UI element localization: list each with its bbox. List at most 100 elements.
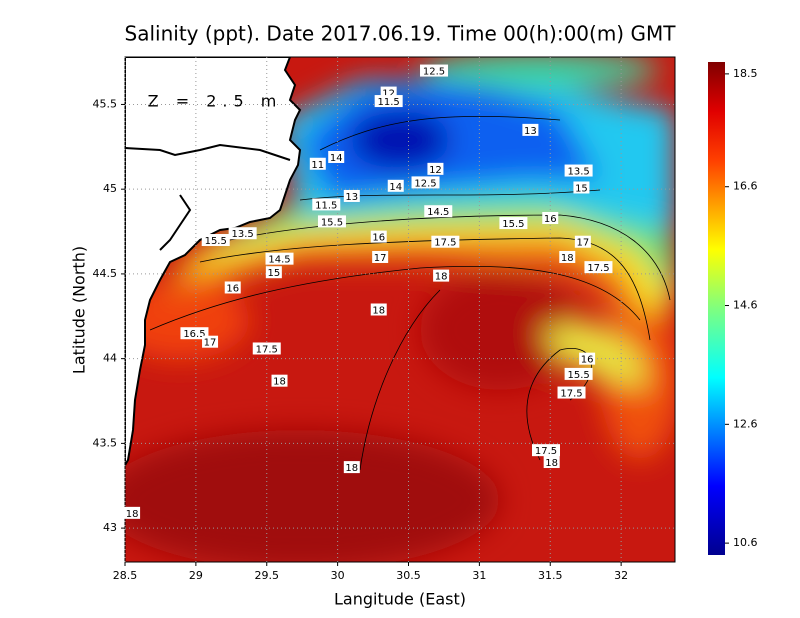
contour-label: 17.5 xyxy=(560,389,582,400)
colorbar xyxy=(708,62,725,555)
contour-label-box xyxy=(542,211,559,224)
contour-label: 11 xyxy=(311,160,324,171)
contour-label-box xyxy=(328,150,345,163)
contour-label-box xyxy=(584,261,613,274)
land xyxy=(125,57,302,467)
contour-label: 17 xyxy=(374,253,387,264)
contour-label: 18 xyxy=(273,377,286,388)
contour-label: 17 xyxy=(204,338,217,349)
x-tick-label: 30 xyxy=(331,569,345,582)
contour-label: 15.5 xyxy=(567,370,589,381)
contour-label: 18 xyxy=(561,253,574,264)
contour-label-box xyxy=(343,461,360,474)
contour-label-box xyxy=(573,181,590,194)
contour-label: 11.5 xyxy=(378,97,400,108)
y-tick-label: 43.5 xyxy=(93,436,118,449)
x-tick-label: 31.5 xyxy=(538,569,563,582)
contour-label: 15.5 xyxy=(502,219,524,230)
contour-label: 13 xyxy=(524,126,537,137)
contour-label: 18 xyxy=(372,306,385,317)
contour-label: 15 xyxy=(267,268,280,279)
contour-label-box xyxy=(317,215,346,228)
x-axis-label: Langitude (East) xyxy=(334,590,466,609)
contour-label: 13.5 xyxy=(232,229,254,240)
chart-title: Salinity (ppt). Date 2017.06.19. Time 00… xyxy=(125,22,677,46)
x-tick-label: 28.5 xyxy=(113,569,138,582)
salinity-field xyxy=(125,57,675,562)
contour-label: 16 xyxy=(372,233,385,244)
contour-label: 18 xyxy=(126,509,139,520)
contour-label: 17.5 xyxy=(256,344,278,355)
y-tick-label: 44.5 xyxy=(93,267,118,280)
contour-label: 15.5 xyxy=(321,217,343,228)
contour-label-box xyxy=(559,250,576,263)
contour-label: 18 xyxy=(345,463,358,474)
border xyxy=(125,143,291,161)
contour-label: 12 xyxy=(382,89,395,100)
y-tick-label: 45.5 xyxy=(93,97,118,110)
contour-label: 12 xyxy=(429,165,442,176)
depth-annotation: Z = 2.5 m xyxy=(148,92,283,111)
contour-label-box xyxy=(271,374,288,387)
contour-label-box xyxy=(374,95,403,108)
contour-label-box xyxy=(579,352,596,365)
x-tick-label: 29 xyxy=(189,569,203,582)
contour-label: 16 xyxy=(544,214,557,225)
y-tick-label: 44 xyxy=(103,352,117,365)
contour-label-box xyxy=(387,179,404,192)
contour-label-box xyxy=(431,235,460,248)
contour-label-box xyxy=(180,327,209,340)
contour-label-box xyxy=(312,198,341,211)
contour-label-box xyxy=(574,235,591,248)
contour-label-box xyxy=(557,386,586,399)
contour-label: 17.5 xyxy=(587,263,609,274)
contour-label-box xyxy=(265,252,294,265)
contour-label-box xyxy=(370,303,387,316)
contour-label: 17.5 xyxy=(535,446,557,457)
x-tick-label: 30.5 xyxy=(396,569,421,582)
contour-label: 13.5 xyxy=(567,167,589,178)
contour-label: 13 xyxy=(345,192,358,203)
contour-label-box xyxy=(372,250,389,263)
contour-label-box xyxy=(370,230,387,243)
contour-label-box xyxy=(420,64,449,77)
colorbar-tick-label: 12.6 xyxy=(733,417,758,430)
x-tick-label: 29.5 xyxy=(255,569,280,582)
contour-label-box xyxy=(543,456,560,469)
contour-label: 14 xyxy=(330,153,343,164)
contour-label-box xyxy=(427,162,444,175)
contour-label: 16 xyxy=(226,283,239,294)
y-tick-label: 43 xyxy=(103,521,117,534)
colorbar-tick-label: 16.6 xyxy=(733,180,758,193)
contour-label-box xyxy=(124,506,141,519)
contour-label-box xyxy=(411,176,440,189)
contour-label: 17 xyxy=(576,238,589,249)
border xyxy=(159,194,192,251)
y-tick-label: 45 xyxy=(103,182,117,195)
contour-label: 15.5 xyxy=(205,236,227,247)
contour-label: 12.5 xyxy=(423,67,445,78)
contour-label-box xyxy=(265,266,282,279)
contour-label-box xyxy=(424,205,453,218)
contour-label: 17.5 xyxy=(434,238,456,249)
colorbar-tick-label: 14.6 xyxy=(733,299,758,312)
contour-label-box xyxy=(499,217,528,230)
contour-label-box xyxy=(228,227,257,240)
contour-label: 12.5 xyxy=(414,178,436,189)
x-tick-label: 32 xyxy=(614,569,628,582)
y-axis-label: Latitude (North) xyxy=(70,246,89,374)
contour-label: 16 xyxy=(581,355,594,366)
contour-label: 14.5 xyxy=(427,207,449,218)
colorbar-tick-label: 10.6 xyxy=(733,536,758,549)
contour-lines xyxy=(149,115,671,471)
contour-label-box xyxy=(522,123,539,136)
contour-label: 15 xyxy=(575,183,588,194)
contour-label: 18 xyxy=(435,272,448,283)
contour-label: 18 xyxy=(545,458,558,469)
contour-label-box xyxy=(202,335,219,348)
contour-label-box xyxy=(433,269,450,282)
contour-label-box xyxy=(564,367,593,380)
contour-label-box xyxy=(564,164,593,177)
contour-label-box xyxy=(224,281,241,294)
